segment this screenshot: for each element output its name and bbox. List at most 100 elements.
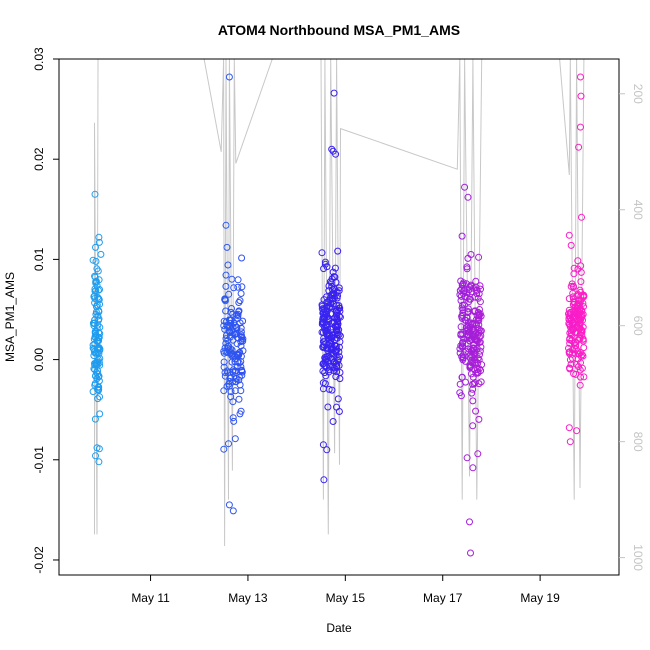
data-point bbox=[466, 337, 474, 345]
data-point bbox=[225, 380, 233, 388]
data-point bbox=[575, 143, 583, 151]
y-axis-label: MSA_PM1_AMS bbox=[3, 272, 17, 362]
data-point bbox=[95, 295, 103, 303]
data-point bbox=[460, 279, 467, 287]
data-point bbox=[576, 366, 584, 374]
data-point bbox=[229, 366, 237, 374]
data-point bbox=[91, 361, 99, 369]
data-point bbox=[469, 397, 477, 405]
data-point bbox=[223, 243, 231, 251]
data-point bbox=[97, 250, 105, 258]
data-point bbox=[94, 312, 102, 320]
data-point bbox=[94, 293, 102, 301]
data-point bbox=[320, 309, 327, 317]
data-point bbox=[336, 332, 344, 340]
data-point bbox=[458, 373, 466, 381]
x-axis: May 11 May 13 May 15 May 17 May 19 bbox=[131, 575, 560, 605]
data-point bbox=[321, 362, 329, 370]
data-point bbox=[321, 258, 329, 266]
series-may-12-13 bbox=[220, 73, 247, 515]
data-point bbox=[463, 314, 471, 322]
series-may-14-15 bbox=[318, 89, 344, 484]
data-point bbox=[234, 276, 242, 284]
data-point bbox=[570, 339, 578, 347]
data-point bbox=[459, 343, 467, 351]
data-point bbox=[330, 89, 338, 97]
data-point bbox=[94, 370, 102, 378]
data-point bbox=[466, 362, 474, 370]
data-point bbox=[570, 344, 578, 352]
data-point bbox=[227, 393, 235, 401]
data-point bbox=[573, 307, 581, 315]
data-point bbox=[329, 268, 337, 276]
data-point bbox=[220, 358, 228, 366]
data-point bbox=[323, 364, 331, 372]
data-point bbox=[578, 311, 586, 319]
data-point bbox=[331, 273, 339, 281]
data-point bbox=[328, 282, 336, 290]
data-point bbox=[475, 253, 483, 261]
data-point bbox=[230, 284, 238, 292]
data-point bbox=[222, 307, 230, 315]
data-point bbox=[229, 323, 237, 331]
data-point bbox=[476, 347, 484, 355]
data-point bbox=[580, 373, 588, 381]
data-point bbox=[224, 342, 232, 350]
data-point bbox=[91, 272, 99, 280]
data-point bbox=[225, 440, 232, 448]
data-point bbox=[235, 359, 243, 367]
data-point bbox=[92, 243, 99, 251]
data-point bbox=[225, 501, 233, 509]
data-point bbox=[321, 260, 329, 268]
data-point bbox=[320, 334, 328, 342]
data-point bbox=[335, 408, 343, 415]
data-point bbox=[573, 427, 581, 435]
data-point bbox=[237, 358, 245, 365]
data-point bbox=[476, 298, 484, 306]
data-point bbox=[237, 363, 245, 371]
data-point bbox=[470, 329, 478, 337]
data-point bbox=[238, 371, 246, 379]
data-point bbox=[95, 329, 103, 336]
y-tick-label: 0.03 bbox=[32, 47, 46, 71]
data-point bbox=[234, 283, 242, 291]
data-point bbox=[474, 354, 482, 362]
pressure-trace bbox=[94, 59, 585, 547]
data-point bbox=[457, 323, 465, 331]
data-point bbox=[577, 92, 585, 100]
data-point bbox=[474, 324, 482, 332]
data-point bbox=[457, 297, 465, 304]
y-tick-label: -0.02 bbox=[32, 546, 46, 574]
data-point bbox=[95, 238, 103, 246]
data-point bbox=[457, 330, 465, 338]
data-point bbox=[226, 333, 234, 341]
data-point bbox=[326, 354, 334, 361]
data-point bbox=[96, 361, 104, 369]
data-point bbox=[471, 307, 479, 315]
data-point bbox=[326, 303, 334, 311]
data-point bbox=[321, 380, 329, 388]
data-point bbox=[574, 350, 582, 358]
data-point bbox=[229, 310, 237, 318]
data-point bbox=[332, 373, 340, 381]
data-point bbox=[95, 233, 103, 241]
data-point bbox=[464, 325, 472, 333]
data-point bbox=[463, 454, 471, 462]
data-point bbox=[573, 304, 581, 312]
data-point bbox=[579, 323, 587, 331]
data-point bbox=[327, 346, 335, 354]
data-point bbox=[473, 366, 481, 373]
data-point bbox=[237, 338, 245, 346]
data-point bbox=[476, 351, 483, 359]
data-point bbox=[318, 302, 326, 310]
data-point bbox=[234, 314, 242, 322]
data-point bbox=[326, 294, 334, 302]
data-point bbox=[224, 261, 232, 269]
data-point bbox=[96, 355, 104, 362]
data-point bbox=[567, 241, 575, 249]
data-point bbox=[473, 329, 481, 337]
data-point bbox=[225, 290, 233, 298]
data-point bbox=[238, 366, 246, 374]
data-point bbox=[92, 257, 100, 265]
